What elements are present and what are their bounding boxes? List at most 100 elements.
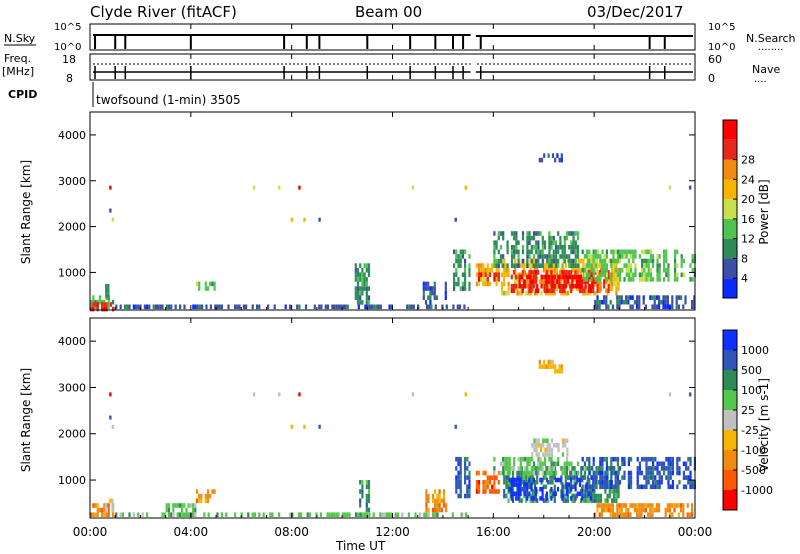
data-cell <box>558 274 561 280</box>
data-cell <box>359 263 362 268</box>
data-cell <box>575 279 578 284</box>
data-cell <box>551 274 554 280</box>
data-cell <box>497 272 500 277</box>
data-cell <box>597 498 600 503</box>
data-cell <box>429 295 432 300</box>
data-cell <box>594 479 597 485</box>
data-cell <box>554 477 557 483</box>
data-cell <box>213 281 216 287</box>
data-cell <box>528 456 531 462</box>
data-cell <box>121 512 124 517</box>
data-cell <box>610 258 613 264</box>
data-cell <box>510 249 514 255</box>
data-cell <box>586 263 589 268</box>
data-cell <box>586 290 589 296</box>
data-cell <box>616 258 619 264</box>
data-cell <box>607 503 610 508</box>
data-cell <box>627 263 630 268</box>
data-cell <box>497 267 500 273</box>
data-cell <box>530 486 533 492</box>
data-cell <box>528 491 531 497</box>
colorbar-tick-label: -1000 <box>741 484 773 497</box>
data-cell <box>546 470 549 476</box>
freq-unit: [MHz] <box>2 65 34 78</box>
data-cell <box>658 484 661 490</box>
data-cell <box>627 461 630 467</box>
data-cell <box>554 368 557 374</box>
data-cell <box>663 466 666 471</box>
data-cell <box>656 267 659 273</box>
data-cell <box>459 484 462 490</box>
data-cell <box>576 270 579 275</box>
data-cell <box>543 283 546 289</box>
data-cell <box>465 512 468 517</box>
data-cell <box>540 364 544 369</box>
data-cell <box>671 304 674 310</box>
x-tick-label: 20:00 <box>577 525 612 539</box>
data-cell <box>111 498 114 504</box>
data-cell <box>594 304 597 310</box>
data-cell <box>554 364 557 369</box>
data-cell <box>582 258 585 264</box>
data-cell <box>665 466 668 471</box>
data-cell <box>551 489 554 494</box>
data-cell <box>598 270 601 275</box>
data-cell <box>373 304 376 310</box>
data-cell <box>367 480 371 485</box>
data-cell <box>529 274 532 280</box>
data-cell <box>630 484 633 490</box>
data-cell <box>674 277 677 282</box>
data-cell <box>638 512 641 517</box>
data-cell <box>577 274 581 280</box>
data-cell <box>337 512 340 517</box>
data-cell <box>521 486 524 492</box>
data-cell <box>641 484 644 490</box>
data-cell <box>583 288 586 294</box>
data-cell <box>636 512 639 517</box>
data-cell <box>523 270 527 275</box>
data-cell <box>543 274 546 280</box>
data-cell <box>319 512 322 517</box>
data-cell <box>607 270 610 275</box>
data-cell <box>596 507 599 513</box>
data-cell <box>691 512 694 517</box>
data-cell <box>560 290 563 296</box>
scatter-region <box>455 456 471 499</box>
data-cell <box>500 286 504 291</box>
data-cell <box>627 475 630 480</box>
data-cell <box>520 274 523 280</box>
data-cell <box>497 231 500 236</box>
data-cell <box>653 507 656 513</box>
data-cell <box>598 304 601 310</box>
data-cell <box>554 461 558 467</box>
data-cell <box>499 258 503 264</box>
data-cell <box>632 258 635 264</box>
data-cell <box>105 302 108 307</box>
data-cell <box>577 258 581 264</box>
data-cell <box>504 461 507 467</box>
data-cell <box>616 254 619 259</box>
data-cell <box>330 512 333 517</box>
data-cell <box>571 498 574 503</box>
data-cell <box>631 304 634 310</box>
data-cell <box>674 254 677 259</box>
data-cell <box>592 272 595 278</box>
data-cell <box>549 290 552 296</box>
data-cell <box>206 498 210 504</box>
data-point <box>464 185 468 190</box>
data-cell <box>569 283 572 289</box>
data-cell <box>104 503 107 508</box>
data-cell <box>586 254 589 259</box>
data-cell <box>333 304 336 310</box>
data-cell <box>553 290 556 296</box>
data-cell <box>525 263 528 268</box>
data-cell <box>545 364 548 369</box>
data-cell <box>517 486 520 492</box>
data-cell <box>587 270 590 275</box>
data-cell <box>537 240 540 245</box>
data-cell <box>103 302 106 307</box>
nsearch-scale-bottom: 10^0 <box>708 42 735 53</box>
data-cell <box>529 479 532 485</box>
data-cell <box>629 512 632 517</box>
data-cell <box>172 503 175 508</box>
